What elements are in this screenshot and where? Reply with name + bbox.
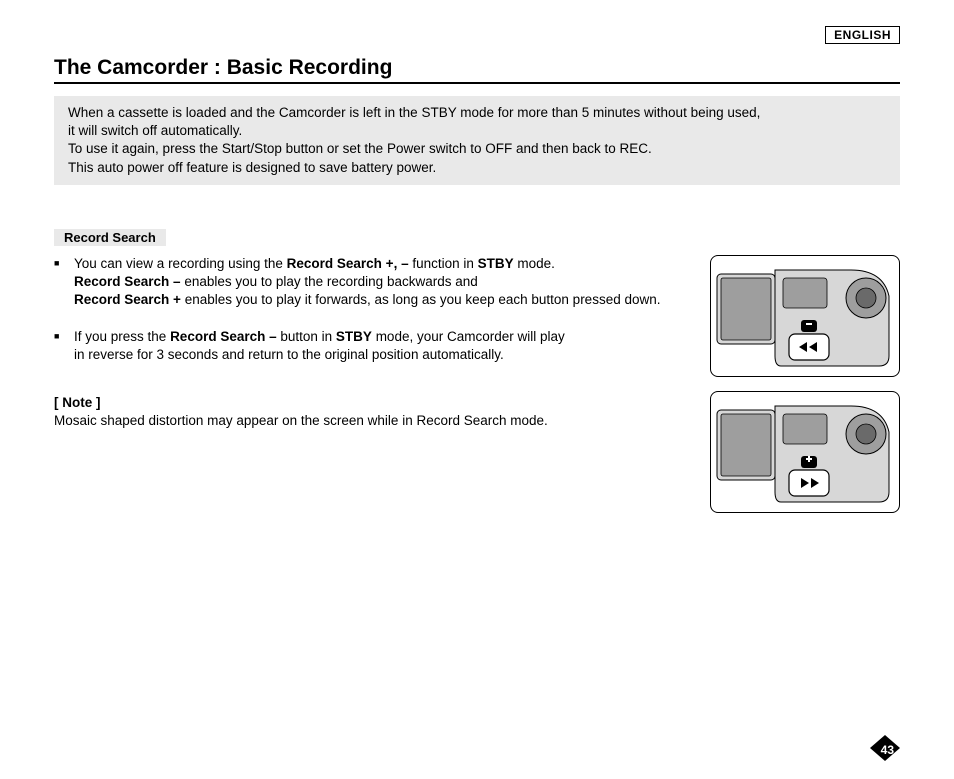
note-text: Mosaic shaped distortion may appear on t… (54, 412, 692, 430)
text-bold: STBY (478, 256, 514, 271)
text: You can view a recording using the (74, 256, 287, 271)
info-line: When a cassette is loaded and the Camcor… (68, 104, 886, 122)
text: If you press the (74, 329, 170, 344)
text-bold: Record Search – (170, 329, 277, 344)
text: enables you to play it forwards, as long… (181, 292, 661, 307)
text: mode, your Camcorder will play (372, 329, 565, 344)
page-title: The Camcorder : Basic Recording (54, 56, 900, 80)
bullet-item: If you press the Record Search – button … (54, 328, 692, 364)
text-bold: Record Search + (74, 292, 181, 307)
text: enables you to play the recording backwa… (181, 274, 478, 289)
info-line: To use it again, press the Start/Stop bu… (68, 140, 886, 158)
text: in reverse for 3 seconds and return to t… (74, 347, 504, 362)
language-badge: ENGLISH (825, 26, 900, 44)
text-bold: Record Search – (74, 274, 181, 289)
bullet-item: You can view a recording using the Recor… (54, 255, 692, 310)
title-rule (54, 82, 900, 84)
info-line: This auto power off feature is designed … (68, 159, 886, 177)
text: function in (412, 256, 477, 271)
text: mode. (514, 256, 555, 271)
info-line: it will switch off automatically. (68, 122, 886, 140)
illustration-forward (710, 391, 900, 513)
text-bold: STBY (336, 329, 372, 344)
text-bold: Record Search +, (287, 256, 398, 271)
text-bold: – (397, 256, 412, 271)
page-number: 43 (881, 743, 894, 757)
note-label: [ Note ] (54, 394, 692, 412)
info-box: When a cassette is loaded and the Camcor… (54, 96, 900, 185)
illustration-rewind (710, 255, 900, 377)
section-label: Record Search (54, 229, 166, 246)
text: button in (277, 329, 336, 344)
